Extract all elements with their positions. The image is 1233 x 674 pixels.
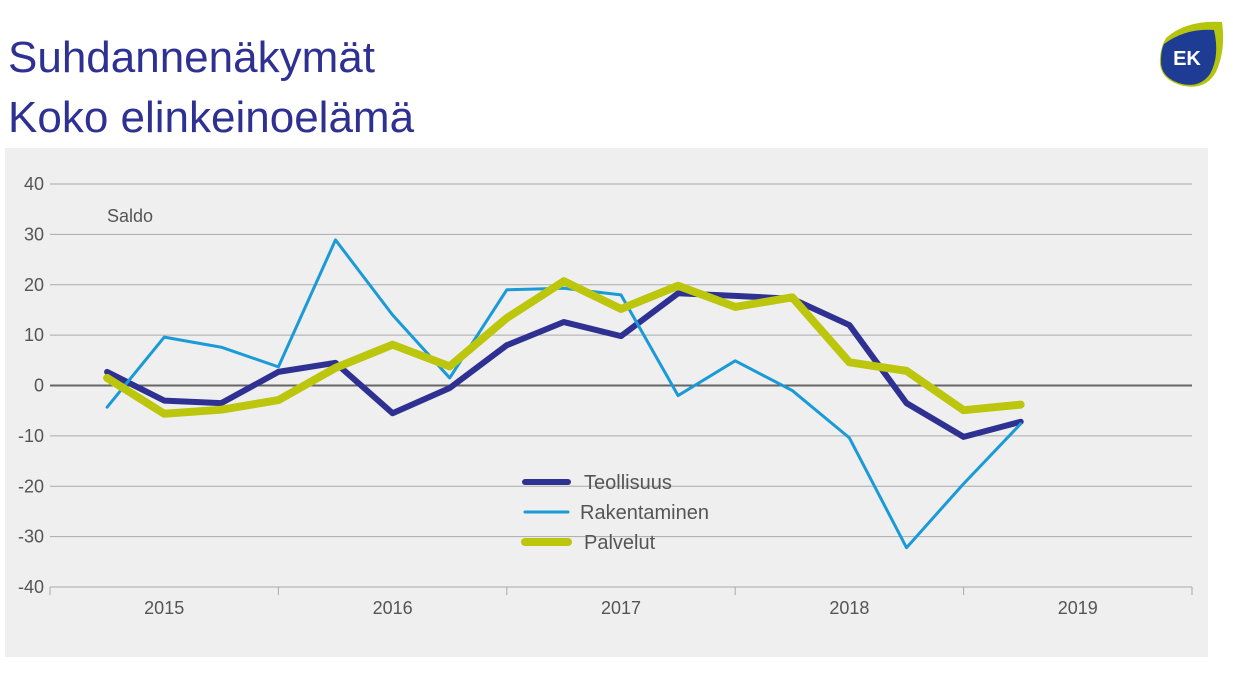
page-subtitle: Koko elinkeinoelämä bbox=[8, 93, 415, 142]
y-tick-label: 40 bbox=[24, 174, 44, 194]
x-tick-label: 2018 bbox=[829, 598, 869, 618]
x-tick-label: 2019 bbox=[1058, 598, 1098, 618]
y-tick-label: 30 bbox=[24, 224, 44, 244]
legend-label: Teollisuus bbox=[584, 472, 672, 494]
legend-label: Palvelut bbox=[584, 532, 656, 554]
series-rakentaminen bbox=[105, 238, 1023, 550]
y-tick-label: -10 bbox=[18, 426, 44, 446]
y-tick-label: -40 bbox=[18, 577, 44, 597]
x-tick-label: 2016 bbox=[373, 598, 413, 618]
ek-logo: EK bbox=[1159, 21, 1224, 87]
y-tick-label: -30 bbox=[18, 527, 44, 547]
y-tick-label: 0 bbox=[34, 376, 44, 396]
series-palvelut bbox=[103, 277, 1025, 418]
x-tick-label: 2017 bbox=[601, 598, 641, 618]
y-tick-label: 10 bbox=[24, 325, 44, 345]
x-tick-label: 2015 bbox=[144, 598, 184, 618]
y-axis-label: Saldo bbox=[107, 206, 153, 226]
legend-label: Rakentaminen bbox=[580, 502, 709, 524]
page-title: Suhdannenäkymät bbox=[8, 33, 375, 82]
svg-text:EK: EK bbox=[1173, 48, 1201, 70]
y-tick-label: -20 bbox=[18, 476, 44, 496]
y-tick-label: 20 bbox=[24, 275, 44, 295]
